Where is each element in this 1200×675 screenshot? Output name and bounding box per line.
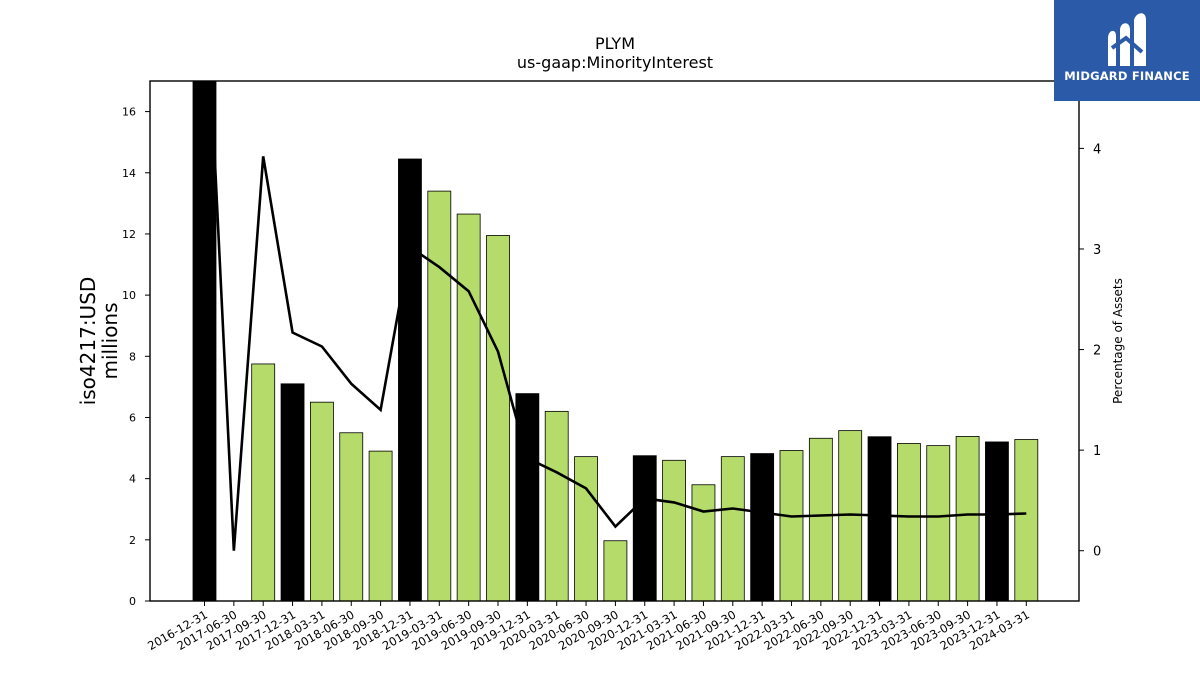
bar-2021-09-30: [720, 456, 745, 602]
bar-2021-06-30: [691, 484, 716, 602]
bar-2020-06-30: [574, 456, 598, 602]
y-tick-label: 0: [129, 595, 136, 608]
line-series: [209, 81, 1027, 551]
logo-text: MIDGARD FINANCE: [1064, 69, 1190, 83]
y2-tick-label: 4: [1093, 142, 1101, 157]
bar-2022-03-31: [779, 450, 804, 602]
chart-subtitle: us-gaap:MinorityInterest: [517, 53, 713, 72]
y2-axis-label: Percentage of Assets: [1111, 278, 1125, 404]
bar-2021-12-31: [750, 453, 775, 602]
left-axis-ticks: 0 2 4 6 8 10 12 14 16: [122, 106, 150, 608]
bar-2021-03-31: [662, 459, 686, 602]
bar-2023-12-31: [985, 441, 1009, 602]
bar-2020-12-31: [632, 455, 657, 602]
bar-2020-03-31: [544, 410, 569, 602]
y2-tick-label: 1: [1093, 444, 1101, 459]
y-tick-label: 14: [122, 167, 136, 180]
y-tick-label: 12: [122, 228, 136, 241]
y-tick-label: 2: [129, 534, 136, 547]
bar-2023-03-31: [897, 443, 921, 602]
bar-2023-06-30: [926, 445, 951, 602]
bar-2018-03-31: [309, 401, 334, 602]
bar-2018-06-30: [339, 432, 364, 602]
y2-tick-label: 2: [1093, 344, 1101, 359]
y-tick-label: 10: [122, 289, 136, 302]
bar-2022-06-30: [808, 437, 833, 602]
bar-2016-12-31: [192, 80, 217, 602]
bar-2020-09-30: [603, 540, 628, 602]
bar-2024-03-31: [1014, 439, 1039, 602]
midgard-logo-mark-icon: [1108, 13, 1146, 66]
bar-2019-06-30: [456, 213, 481, 602]
bar-2017-09-30: [251, 363, 276, 602]
bar-series: [192, 80, 1039, 602]
y-tick-label: 4: [129, 473, 136, 486]
x-axis-ticks: 2016-12-312017-06-302017-09-302017-12-31…: [145, 601, 1032, 653]
y2-tick-label: 3: [1093, 243, 1101, 258]
right-axis-ticks: 0 1 2 3 4: [1079, 142, 1101, 560]
bar-2019-03-31: [427, 190, 452, 602]
bar-2019-09-30: [486, 235, 510, 602]
y-axis-label: iso4217:USDmillions: [76, 277, 122, 406]
bar-2017-12-31: [280, 383, 305, 602]
plot-frame: [149, 80, 1080, 602]
bar-2023-09-30: [955, 436, 980, 602]
y2-tick-label: 0: [1093, 545, 1101, 560]
bar-2018-12-31: [398, 158, 422, 602]
percentage-of-assets-line: [209, 81, 1027, 551]
y-tick-label: 6: [129, 411, 136, 424]
bar-2018-09-30: [368, 450, 393, 602]
y-tick-label: 16: [122, 106, 136, 119]
chart-title: PLYM: [595, 34, 635, 53]
midgard-finance-logo: MIDGARD FINANCE: [1054, 0, 1200, 101]
y-tick-label: 8: [129, 350, 136, 363]
bar-2022-12-31: [867, 436, 892, 602]
